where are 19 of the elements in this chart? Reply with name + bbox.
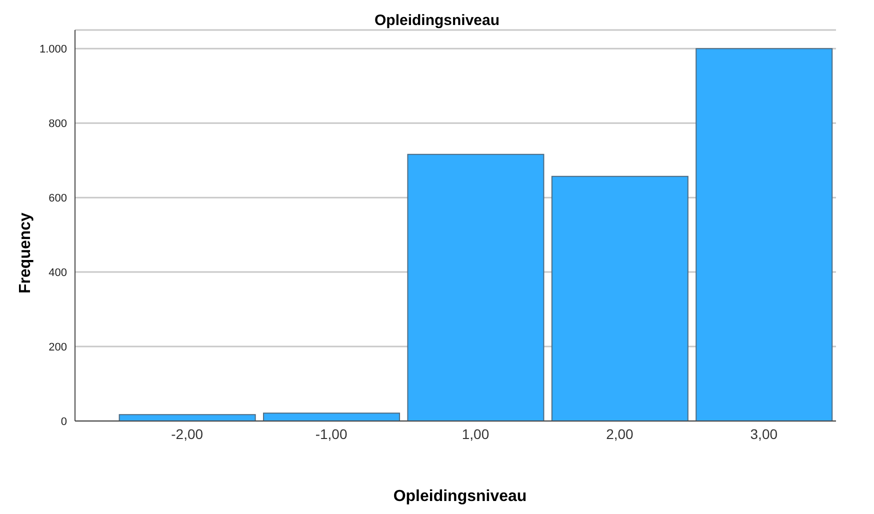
x-tick-label: 3,00 [750, 426, 778, 442]
bar [407, 154, 544, 421]
x-tick-label: -2,00 [171, 426, 204, 442]
x-tick-label: 1,00 [462, 426, 490, 442]
chart-title: Opleidingsniveau [373, 12, 501, 29]
bar [696, 48, 833, 421]
y-axis-title: Frequency [17, 212, 35, 294]
y-tick-label: 0 [60, 416, 67, 428]
y-tick-label: 400 [48, 266, 67, 279]
bar [263, 412, 400, 421]
bar [551, 176, 688, 421]
y-tick-label: 200 [48, 341, 67, 354]
x-axis-title: Opleidingsniveau [392, 488, 528, 506]
x-tick-label: 2,00 [606, 426, 634, 442]
y-tick-label: 600 [48, 192, 67, 204]
x-tick-label: -1,00 [315, 426, 348, 442]
y-tick-label: 1.000 [39, 44, 67, 56]
bar [118, 414, 256, 421]
y-tick-label: 800 [48, 118, 67, 130]
